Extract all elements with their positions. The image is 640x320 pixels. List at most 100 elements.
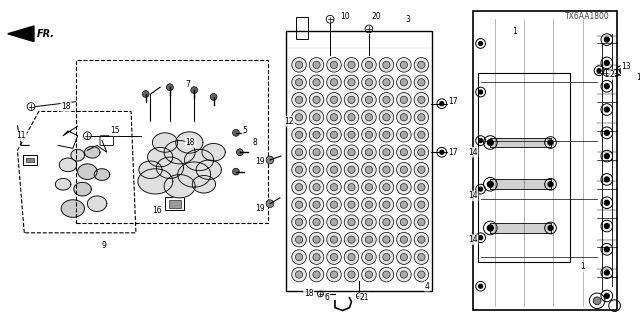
Circle shape: [397, 250, 411, 264]
Circle shape: [383, 219, 390, 226]
Circle shape: [362, 92, 376, 107]
Circle shape: [296, 236, 303, 243]
Text: 20: 20: [372, 12, 381, 21]
Circle shape: [397, 127, 411, 142]
Polygon shape: [176, 132, 203, 153]
Circle shape: [379, 92, 394, 107]
Circle shape: [292, 75, 307, 90]
Circle shape: [400, 114, 408, 121]
Circle shape: [418, 166, 425, 173]
Circle shape: [397, 163, 411, 177]
Circle shape: [379, 180, 394, 195]
Circle shape: [418, 131, 425, 138]
Circle shape: [313, 271, 320, 278]
Circle shape: [309, 145, 324, 159]
Circle shape: [344, 215, 359, 229]
Circle shape: [414, 163, 429, 177]
Circle shape: [313, 148, 320, 156]
Circle shape: [326, 180, 341, 195]
Circle shape: [383, 79, 390, 86]
Polygon shape: [139, 161, 162, 179]
Circle shape: [400, 253, 408, 261]
Circle shape: [313, 166, 320, 173]
Circle shape: [418, 148, 425, 156]
Circle shape: [418, 219, 425, 226]
Circle shape: [309, 58, 324, 72]
Circle shape: [365, 61, 372, 68]
Text: 10: 10: [340, 12, 349, 21]
Circle shape: [479, 139, 483, 142]
Circle shape: [383, 131, 390, 138]
Circle shape: [365, 131, 372, 138]
Text: 11: 11: [17, 131, 26, 140]
Polygon shape: [178, 162, 211, 187]
Circle shape: [414, 250, 429, 264]
Circle shape: [296, 114, 303, 121]
Bar: [23, 155, 37, 165]
Circle shape: [344, 145, 359, 159]
Text: 3: 3: [405, 15, 410, 24]
Circle shape: [296, 79, 303, 86]
Circle shape: [548, 226, 553, 230]
Circle shape: [326, 250, 341, 264]
Circle shape: [309, 250, 324, 264]
Text: 15: 15: [109, 126, 120, 135]
Circle shape: [379, 197, 394, 212]
Circle shape: [330, 184, 338, 191]
Circle shape: [383, 201, 390, 208]
Circle shape: [191, 87, 198, 93]
Circle shape: [362, 145, 376, 159]
Text: 18: 18: [61, 102, 71, 111]
Polygon shape: [74, 182, 92, 196]
Circle shape: [330, 236, 338, 243]
Circle shape: [309, 127, 324, 142]
Circle shape: [330, 96, 338, 103]
Text: 14: 14: [468, 191, 477, 200]
Polygon shape: [88, 196, 107, 212]
Circle shape: [292, 92, 307, 107]
Circle shape: [400, 148, 408, 156]
Circle shape: [348, 131, 355, 138]
Text: FR.: FR.: [37, 29, 55, 39]
Circle shape: [313, 236, 320, 243]
Circle shape: [266, 200, 274, 208]
Circle shape: [326, 92, 341, 107]
Circle shape: [313, 131, 320, 138]
Circle shape: [365, 236, 372, 243]
Circle shape: [348, 79, 355, 86]
Circle shape: [414, 92, 429, 107]
Circle shape: [418, 253, 425, 261]
Circle shape: [397, 232, 411, 247]
Text: 13: 13: [636, 73, 640, 82]
Circle shape: [330, 61, 338, 68]
Text: 8: 8: [253, 138, 258, 147]
Circle shape: [414, 58, 429, 72]
Circle shape: [379, 58, 394, 72]
Circle shape: [418, 79, 425, 86]
Circle shape: [292, 232, 307, 247]
Circle shape: [292, 58, 307, 72]
Circle shape: [400, 184, 408, 191]
Bar: [169, 200, 180, 208]
Circle shape: [348, 271, 355, 278]
Polygon shape: [77, 164, 97, 180]
Bar: [477, 73, 570, 262]
Circle shape: [604, 224, 609, 228]
Circle shape: [604, 130, 609, 135]
Circle shape: [383, 96, 390, 103]
Circle shape: [379, 75, 394, 90]
Circle shape: [400, 96, 408, 103]
Circle shape: [292, 163, 307, 177]
Circle shape: [418, 61, 425, 68]
Circle shape: [330, 271, 338, 278]
Circle shape: [326, 197, 341, 212]
Circle shape: [397, 197, 411, 212]
Circle shape: [362, 232, 376, 247]
Polygon shape: [8, 26, 34, 42]
Circle shape: [400, 61, 408, 68]
Circle shape: [604, 270, 609, 275]
Circle shape: [379, 110, 394, 124]
Circle shape: [383, 236, 390, 243]
Text: 17: 17: [449, 97, 458, 106]
Bar: [490, 138, 550, 148]
